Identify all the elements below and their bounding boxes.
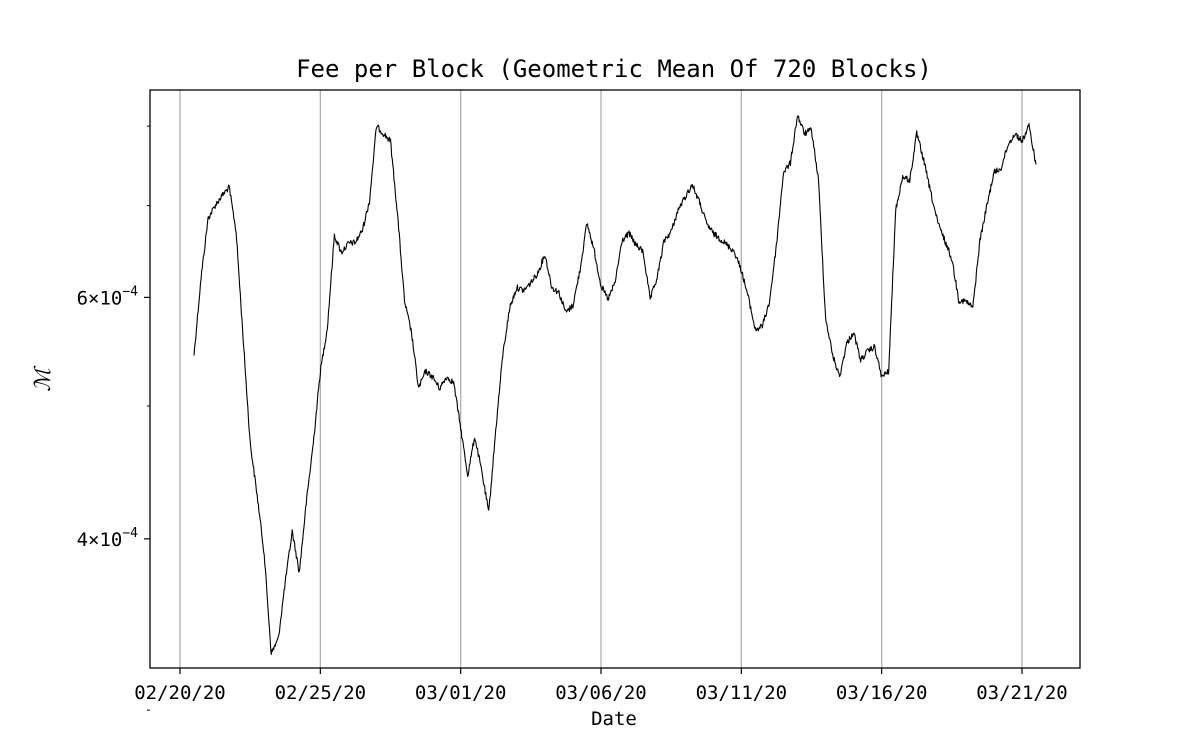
x-tick-label: 03/21/20 bbox=[976, 682, 1068, 704]
x-axis: 02/20/20 02/25/20 03/01/20 03/06/20 03/11/20… bbox=[134, 668, 1068, 704]
x-axis-label: Date bbox=[591, 708, 637, 730]
x-tick-label: 03/01/20 bbox=[415, 682, 507, 704]
x-tick-label: 03/06/20 bbox=[555, 682, 647, 704]
y-tick-mantissa: 4 bbox=[77, 529, 88, 551]
grid-lines bbox=[179, 90, 1023, 668]
y-axis: 4×10−46×10−4 bbox=[77, 125, 150, 711]
y-tick-mantissa: 6 bbox=[77, 287, 88, 309]
y-tick-label: 4×10−4 bbox=[77, 526, 139, 551]
x-tick-label: 02/25/20 bbox=[275, 682, 367, 704]
x-tick-label: 03/11/20 bbox=[696, 682, 788, 704]
x-tick-label: 02/20/20 bbox=[134, 682, 226, 704]
y-axis-label: ℳ bbox=[31, 365, 56, 392]
y-tick-base: ×10 bbox=[88, 529, 122, 551]
y-tick-exponent: −4 bbox=[122, 526, 138, 541]
y-tick-exponent: −4 bbox=[122, 284, 138, 299]
plot-area-frame bbox=[149, 89, 1081, 669]
y-tick-base: ×10 bbox=[88, 287, 122, 309]
y-tick-label: 6×10−4 bbox=[77, 284, 139, 309]
x-tick-label: 03/16/20 bbox=[836, 682, 928, 704]
chart-title: Fee per Block (Geometric Mean Of 720 Blo… bbox=[296, 55, 932, 83]
series-line bbox=[193, 115, 1037, 656]
